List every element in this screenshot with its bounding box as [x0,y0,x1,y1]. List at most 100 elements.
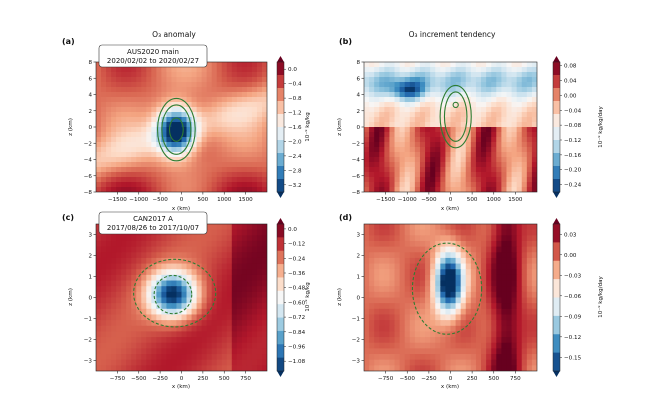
heatmap-cell [531,122,537,128]
heatmap-cell [384,280,391,287]
heatmap-cell [526,240,533,248]
heatmap-cell [151,157,157,163]
heatmap-cell [191,92,198,98]
heatmap-cell [445,235,452,242]
heatmap-cell [161,325,168,333]
heatmap-cell [231,240,238,248]
colorbar-extend-bottom [277,371,284,377]
colorbar-tick-label: −0.24 [564,183,582,189]
heatmap-cell [369,117,375,123]
y-tick-label: 4 [356,93,360,99]
heatmap-cell [221,122,228,128]
heatmap-cell [496,147,502,153]
heatmap-cell [201,314,208,321]
colorbar-segment [277,250,284,265]
heatmap-cell [486,97,492,103]
heatmap-cell [211,303,218,310]
heatmap-cell [460,246,467,253]
heatmap-cell [191,337,198,344]
heatmap-cell [374,263,380,270]
heatmap-cell [151,246,157,253]
heatmap-cell [96,274,102,282]
heatmap-cell [166,269,173,276]
heatmap-cell [111,337,117,344]
heatmap-cell [435,67,441,73]
heatmap-cell [491,348,497,355]
heatmap-cell [101,235,107,242]
heatmap-cell [146,162,152,168]
heatmap-cell [176,77,183,83]
heatmap-cell [256,67,263,73]
heatmap-cell [475,331,482,338]
heatmap-cell [460,263,467,270]
heatmap-cell [364,182,370,188]
heatmap-cell [501,187,508,192]
heatmap-cell [101,67,107,73]
heatmap-cell [394,365,401,371]
heatmap-cell [531,167,537,173]
heatmap-cell [389,167,396,173]
heatmap-cell [186,87,193,93]
heatmap-cell [191,132,198,138]
heatmap-cell [186,92,193,98]
heatmap-cell [425,308,431,316]
heatmap-cell [231,177,238,183]
heatmap-cell [251,303,258,310]
heatmap-cell [116,280,122,287]
heatmap-cell [156,274,162,282]
heatmap-cell [251,67,258,73]
heatmap-cell [126,112,132,118]
heatmap-cell [226,112,233,118]
heatmap-cell [226,77,233,83]
heatmap-cell [455,162,462,168]
heatmap-cell [440,297,447,304]
heatmap-cell [409,235,416,242]
heatmap-cell [141,102,147,108]
heatmap-cell [111,137,117,143]
heatmap-cell [526,62,533,68]
heatmap-cell [221,240,228,248]
heatmap-cell [151,127,157,133]
heatmap-cell [226,342,233,349]
heatmap-cell [501,127,508,133]
heatmap-cell [136,82,142,88]
heatmap-cell [146,122,152,128]
heatmap-cell [481,224,487,231]
heatmap-cell [101,87,107,93]
heatmap-cell [470,157,477,163]
x-tick-label: −500 [131,376,147,382]
heatmap-cell [486,67,492,73]
heatmap-cell [496,87,502,93]
heatmap-cell [419,348,426,355]
heatmap-cell [460,348,467,355]
heatmap-cell [256,257,263,265]
heatmap-cell [246,348,253,355]
heatmap-cell [261,162,267,168]
heatmap-cell [176,112,183,118]
heatmap-cell [521,229,528,236]
heatmap-cell [116,263,122,270]
heatmap-cell [141,246,147,253]
heatmap-cell [516,157,523,163]
heatmap-cell [409,269,416,276]
colorbar-segment [553,114,560,128]
heatmap-cell [226,177,233,183]
heatmap-cell [141,365,147,371]
heatmap-cell [425,257,431,265]
heatmap-cell [506,224,513,231]
heatmap-cell [226,182,233,188]
heatmap-cell [440,308,447,316]
heatmap-cell [425,107,431,113]
heatmap-cell [496,308,502,316]
heatmap-cell [404,246,411,253]
heatmap-cell [521,224,528,231]
heatmap-cell [221,97,228,103]
heatmap-cell [369,337,375,344]
heatmap-cell [156,117,162,123]
heatmap-cell [241,152,248,158]
heatmap-cell [409,337,416,344]
heatmap-cell [374,229,380,236]
heatmap-cell [186,187,193,192]
